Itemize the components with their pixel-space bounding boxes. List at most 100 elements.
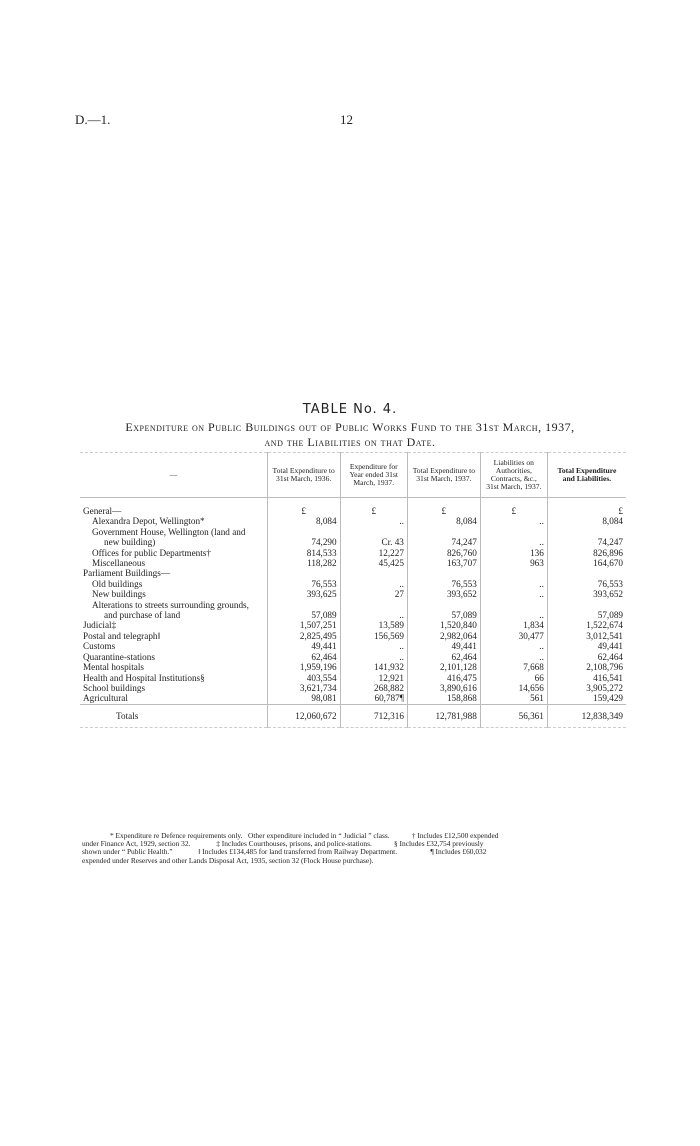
value-cell <box>546 568 626 579</box>
value-cell: 3,621,734 <box>266 682 341 694</box>
column-header: Liabilities on Authorities, Contracts, &… <box>479 452 548 498</box>
value-cell: 14,656 <box>479 682 548 694</box>
value-cell: 62,464 <box>266 651 341 663</box>
row-label: Offices for public Departments† <box>80 548 267 558</box>
value-cell: 814,533 <box>266 547 341 559</box>
table-row: Health and Hospital Institutions§ 403,554… <box>80 672 626 683</box>
value-cell: .. <box>479 537 548 548</box>
footnote-line: under Finance Act, 1929, section 32. ‡ I… <box>82 839 484 849</box>
row-label-text: Agricultural <box>83 693 128 704</box>
value-cell <box>546 526 626 538</box>
table-row: Customs 49,441.. 49,441.. 49,441 <box>80 641 626 652</box>
row-label-text: New buildings <box>92 589 146 600</box>
value-cell <box>339 568 408 579</box>
value-cell: 393,625 <box>266 589 341 600</box>
row-label-text: Mental hospitals <box>83 662 144 673</box>
currency-symbol: £ <box>339 506 408 517</box>
value-cell: 57,089 <box>546 610 626 621</box>
row-label: Government House, Wellington (land and <box>80 527 267 537</box>
table-row: new building) 74,290 Cr. 43 74,247.. 74,247 <box>80 537 626 548</box>
row-label-text: General— <box>83 506 122 516</box>
value-cell: 76,553 <box>266 578 341 590</box>
currency-symbol: £ <box>546 506 626 517</box>
value-cell: 393,652 <box>546 589 626 600</box>
row-label: Postal and telegraph‖ <box>80 631 267 641</box>
spacer-cell <box>339 497 408 506</box>
value-cell: 1,520,840 <box>406 620 481 631</box>
value-cell: 49,441 <box>266 641 341 652</box>
value-cell: 156,569 <box>339 630 408 642</box>
value-cell: .. <box>479 641 548 652</box>
value-cell: 3,890,616 <box>406 682 481 694</box>
row-label: Judicial‡ <box>80 620 267 630</box>
value-cell: 8,084 <box>546 516 626 527</box>
footnotes: * Expenditure re Defence requirements on… <box>82 831 627 865</box>
currency-symbol: £ <box>406 506 481 517</box>
value-cell: .. <box>339 578 408 590</box>
table-subtitle-line2: and the Liabilities on that Date. <box>264 435 436 449</box>
row-label: Customs <box>80 641 267 651</box>
value-cell: 13,589 <box>339 620 408 631</box>
table-row: General— £ £ £ £ £ <box>80 506 626 517</box>
value-cell: 416,541 <box>546 672 626 683</box>
row-label: Quarantine-stations <box>80 652 267 662</box>
footnote-line: * Expenditure re Defence requirements on… <box>110 831 499 840</box>
value-cell <box>406 599 481 611</box>
value-cell: 76,553 <box>546 578 626 590</box>
row-label-text: Judicial‡ <box>83 620 117 631</box>
value-cell: 2,825,495 <box>266 630 341 642</box>
table-row: Judicial‡ 1,507,251 13,589 1,520,840 1,834 1,… <box>80 620 626 631</box>
value-cell: 12,921 <box>339 672 408 683</box>
value-cell: .. <box>479 651 548 663</box>
footnote-line: shown under “ Public Health.” ‖ Includes… <box>82 847 487 857</box>
value-cell: 60,787¶ <box>339 693 408 705</box>
value-cell: .. <box>339 610 408 621</box>
row-label: Alterations to streets surrounding groun… <box>80 600 267 610</box>
value-cell: 74,290 <box>266 537 341 548</box>
value-cell: 164,670 <box>546 558 626 569</box>
totals-label-text: Totals <box>116 710 139 721</box>
row-label: New buildings <box>80 589 267 599</box>
row-label: Parliament Buildings— <box>80 568 267 578</box>
value-cell: .. <box>479 578 548 590</box>
row-label: and purchase of land <box>80 610 267 620</box>
totals-value: 56,361 <box>479 703 548 729</box>
value-cell: 30,477 <box>479 630 548 642</box>
value-cell <box>339 526 408 538</box>
value-cell: .. <box>339 651 408 663</box>
value-cell <box>479 568 548 579</box>
value-cell: 561 <box>479 693 548 705</box>
value-cell: 2,101,128 <box>406 662 481 673</box>
table-row: New buildings 393,625 27 393,652.. 393,652 <box>80 589 626 600</box>
row-label: Mental hospitals <box>80 662 267 672</box>
value-cell: 7,668 <box>479 662 548 673</box>
row-label-text: Alexandra Depot, Wellington* <box>92 516 205 527</box>
value-cell: Cr. 43 <box>339 537 408 548</box>
value-cell: 963 <box>479 558 548 569</box>
value-cell: 118,282 <box>266 558 341 569</box>
totals-value: 712,316 <box>339 703 408 729</box>
value-cell: 57,089 <box>406 610 481 621</box>
value-cell: 62,464 <box>406 651 481 663</box>
value-cell: 8,084 <box>406 516 481 527</box>
value-cell <box>406 568 481 579</box>
value-cell: 826,760 <box>406 547 481 559</box>
value-cell: 74,247 <box>406 537 481 548</box>
value-cell: 74,247 <box>546 537 626 548</box>
value-cell <box>479 599 548 611</box>
table-row: Parliament Buildings— <box>80 568 626 579</box>
totals-value: 12,838,349 <box>546 703 626 729</box>
value-cell: 141,932 <box>339 662 408 673</box>
value-cell: .. <box>339 516 408 527</box>
value-cell: 416,475 <box>406 672 481 683</box>
column-header: Total Expenditure to 31st March, 1937. <box>406 452 481 498</box>
value-cell <box>479 526 548 538</box>
table-title: TABLE No. 4. <box>302 402 398 417</box>
value-cell: 826,896 <box>546 547 626 559</box>
table-row: Mental hospitals 1,959,196 141,932 2,101,12… <box>80 662 626 673</box>
table-row: Alexandra Depot, Wellington* 8,084.. 8,084… <box>80 516 626 527</box>
column-header: Total Expenditure to 31st March, 1936. <box>266 452 341 498</box>
value-cell: 159,429 <box>546 693 626 705</box>
row-label-text: Alterations to streets surrounding groun… <box>92 599 249 610</box>
